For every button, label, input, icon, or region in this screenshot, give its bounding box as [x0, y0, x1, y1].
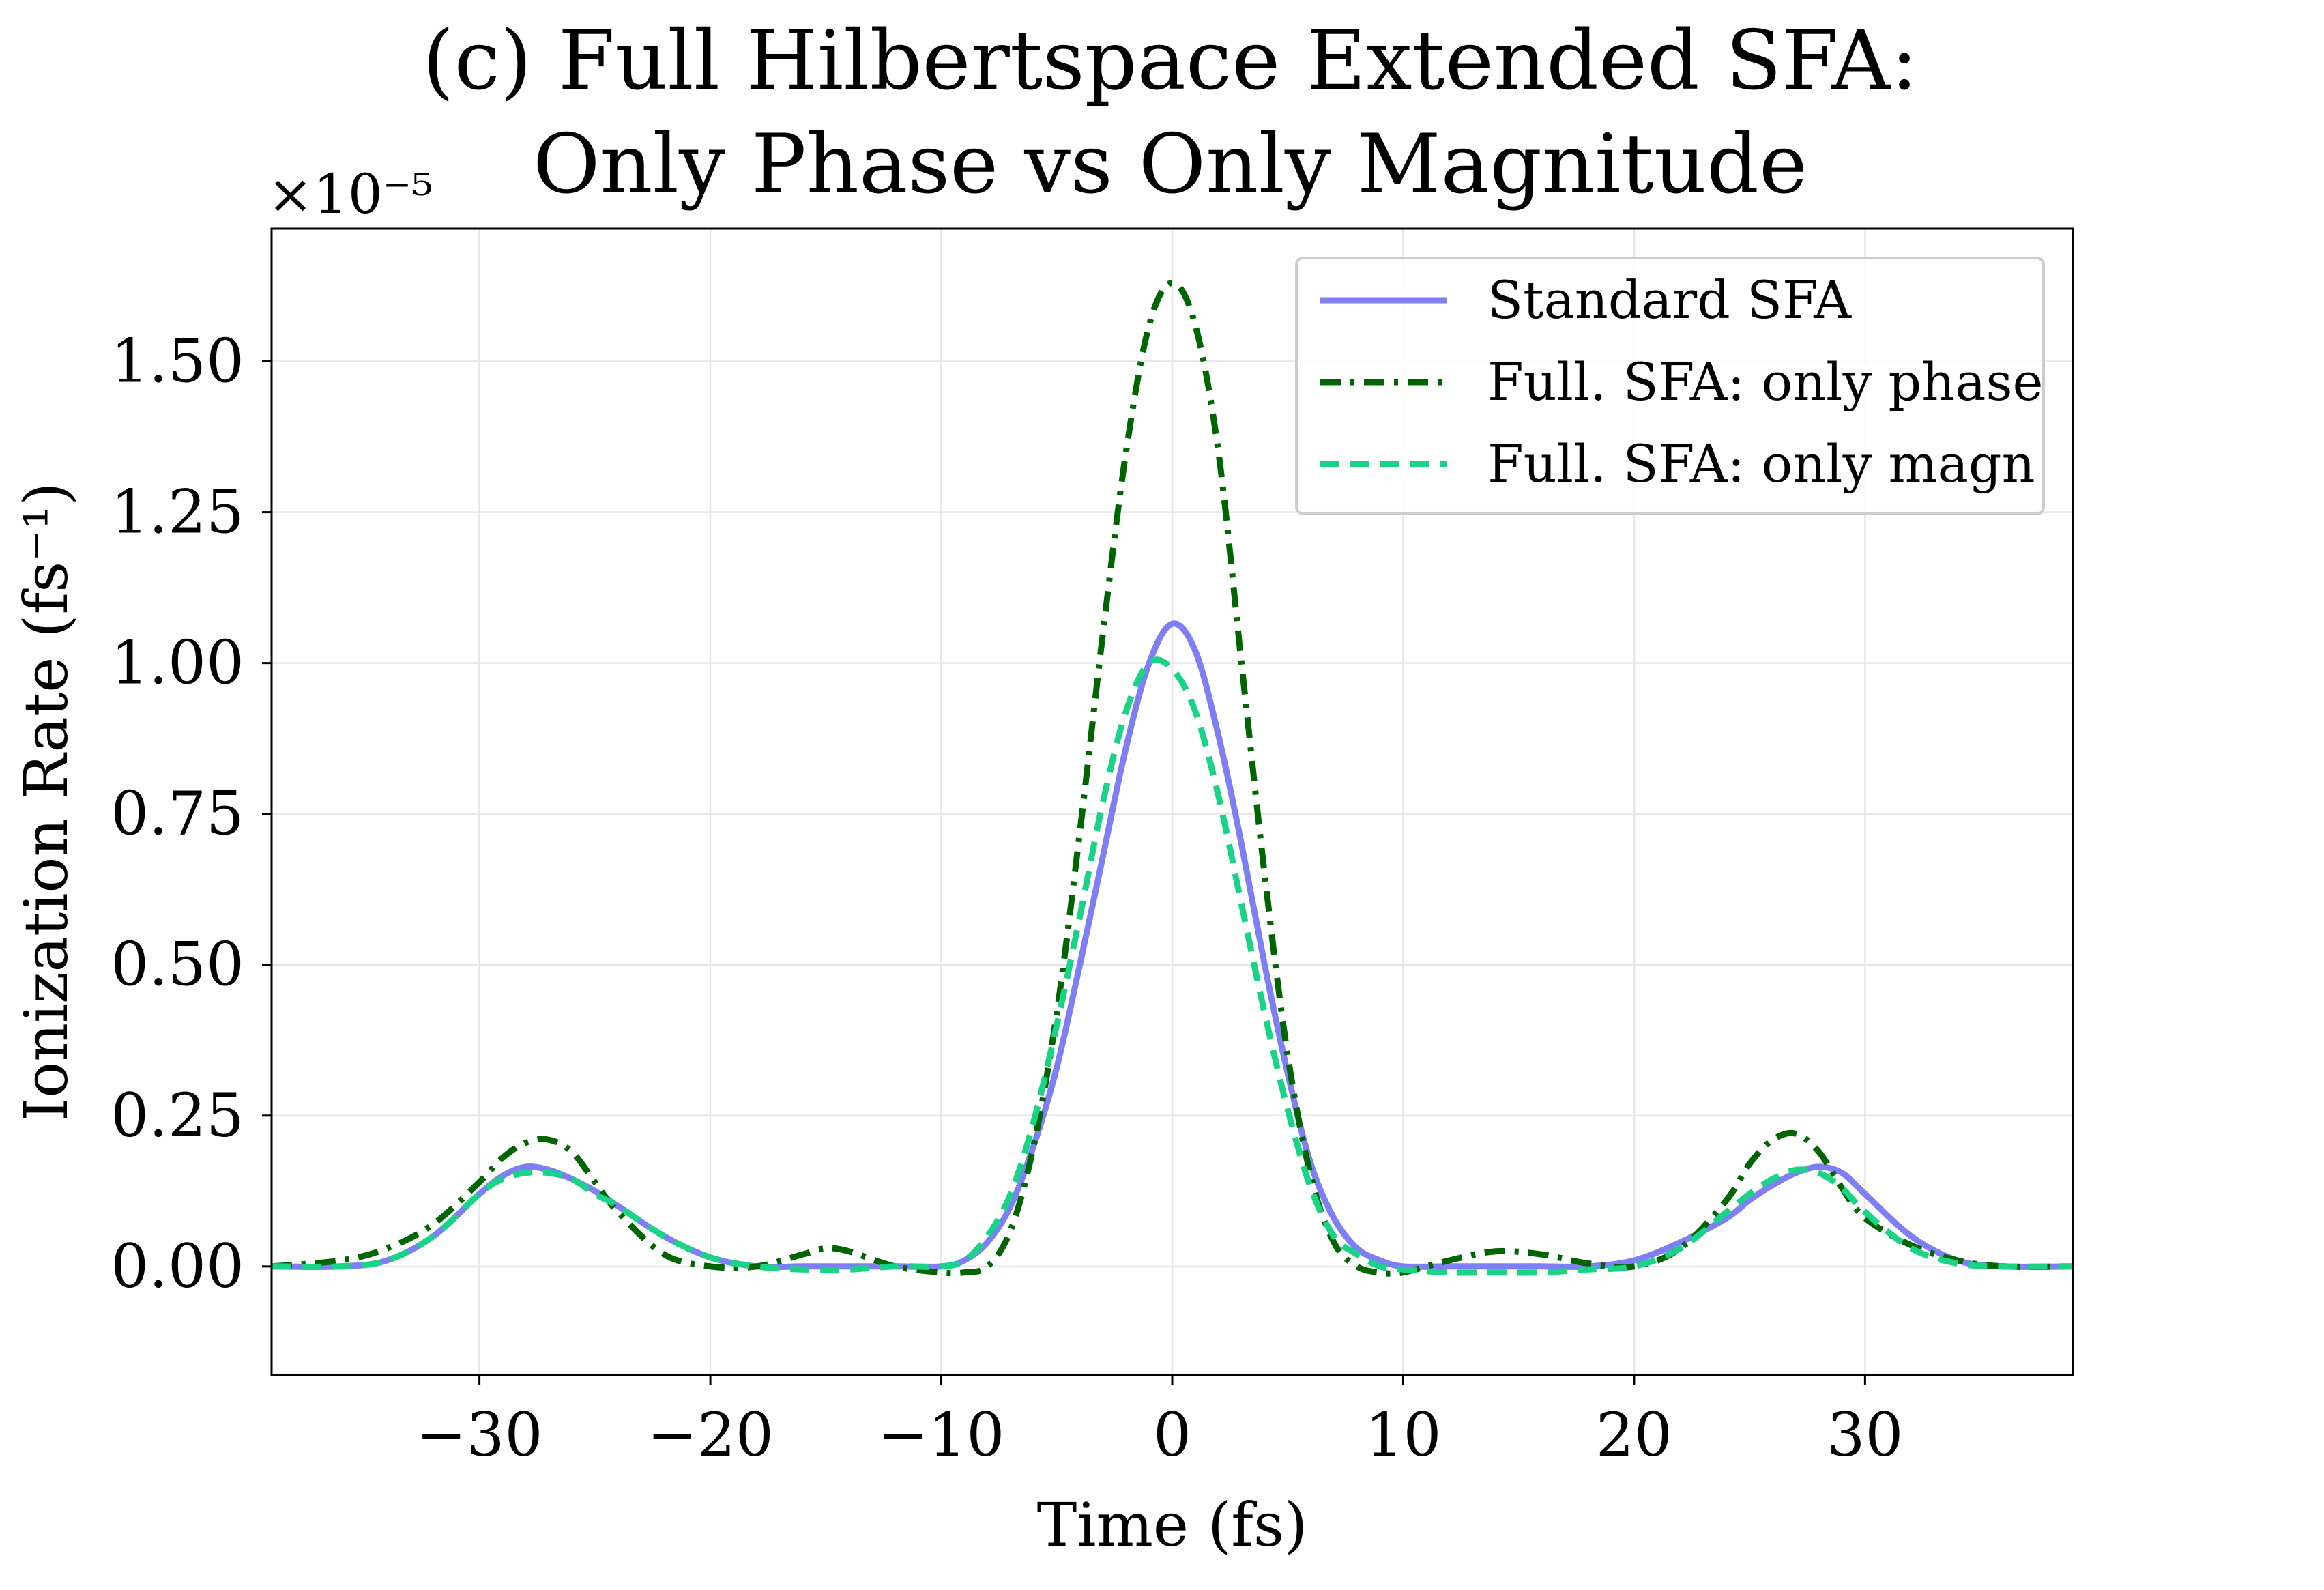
- y-axis-label: Ionization Rate (fs⁻¹): [11, 482, 81, 1122]
- y-tick-label: 0.25: [111, 1080, 244, 1151]
- x-tick-label: 30: [1827, 1400, 1903, 1470]
- legend: Standard SFA Full. SFA: only phase Full. S…: [1295, 257, 2045, 515]
- series-lines: [272, 280, 2073, 1277]
- x-tick-label: 10: [1365, 1400, 1441, 1470]
- chart-title-line2: Only Phase vs Only Magnitude: [533, 117, 1807, 212]
- x-ticks: −30 −20 −10 0 10 20 30: [416, 1375, 1903, 1470]
- x-tick-label: −10: [878, 1400, 1005, 1470]
- series-line-1: [272, 280, 2073, 1277]
- x-tick-label: −30: [416, 1400, 543, 1470]
- x-tick-label: 0: [1153, 1400, 1191, 1470]
- series-line-2: [272, 656, 2073, 1276]
- y-tick-label: 0.50: [111, 929, 244, 1000]
- y-multiplier-label: ×10⁻⁵: [267, 162, 433, 226]
- x-tick-label: −20: [647, 1400, 774, 1470]
- x-axis-label: Time (fs): [1037, 1490, 1308, 1560]
- y-tick-label: 0.75: [111, 779, 244, 849]
- legend-label-2: Full. SFA: only magn: [1487, 433, 2035, 494]
- legend-box: [1295, 257, 2045, 515]
- x-tick-label: 20: [1596, 1400, 1672, 1470]
- y-tick-label: 1.00: [111, 628, 244, 698]
- y-tick-label: 1.50: [111, 326, 244, 396]
- y-ticks: 0.00 0.25 0.50 0.75 1.00 1.25 1.50: [111, 326, 272, 1301]
- y-tick-label: 1.25: [111, 477, 244, 547]
- y-tick-label: 0.00: [111, 1231, 244, 1301]
- legend-label-1: Full. SFA: only phase: [1487, 351, 2043, 412]
- chart-title-line1: (c) Full Hilbertspace Extended SFA:: [422, 14, 1918, 109]
- legend-label-0: Standard SFA: [1487, 270, 1852, 330]
